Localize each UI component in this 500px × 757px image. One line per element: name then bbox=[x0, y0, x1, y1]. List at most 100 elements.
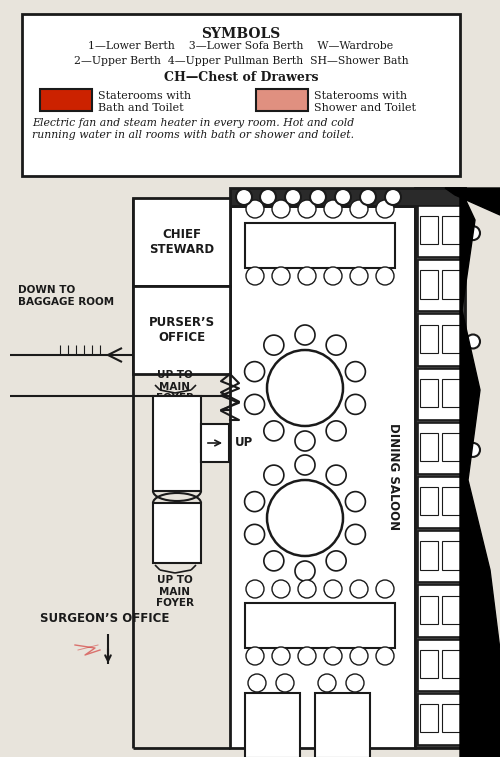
Bar bbox=[442, 217, 460, 245]
Bar bbox=[418, 640, 462, 691]
Bar bbox=[230, 188, 465, 206]
Bar bbox=[245, 603, 395, 648]
Circle shape bbox=[310, 189, 326, 205]
Circle shape bbox=[298, 647, 316, 665]
Bar bbox=[442, 488, 460, 516]
Circle shape bbox=[298, 267, 316, 285]
Circle shape bbox=[272, 647, 290, 665]
Bar bbox=[442, 433, 460, 461]
Circle shape bbox=[298, 200, 316, 218]
Circle shape bbox=[466, 335, 480, 348]
Circle shape bbox=[264, 551, 284, 571]
Circle shape bbox=[376, 200, 394, 218]
Text: UP TO
MAIN
FOYER: UP TO MAIN FOYER bbox=[156, 575, 194, 608]
Bar bbox=[230, 206, 415, 748]
Circle shape bbox=[324, 267, 342, 285]
Text: CHIEF
STEWARD: CHIEF STEWARD bbox=[149, 228, 214, 256]
Circle shape bbox=[267, 480, 343, 556]
Text: Electric fan and steam heater in every room. Hot and cold
running water in all r: Electric fan and steam heater in every r… bbox=[32, 118, 354, 139]
Circle shape bbox=[346, 491, 366, 512]
Bar bbox=[420, 378, 438, 407]
Circle shape bbox=[466, 659, 480, 674]
Bar bbox=[442, 378, 460, 407]
Polygon shape bbox=[445, 188, 500, 215]
Bar bbox=[418, 531, 462, 582]
Circle shape bbox=[264, 465, 284, 485]
Circle shape bbox=[272, 267, 290, 285]
Bar bbox=[420, 541, 438, 569]
Circle shape bbox=[248, 674, 266, 692]
Circle shape bbox=[350, 200, 368, 218]
Circle shape bbox=[346, 362, 366, 382]
Circle shape bbox=[244, 362, 264, 382]
Bar bbox=[256, 89, 308, 111]
Circle shape bbox=[376, 647, 394, 665]
Circle shape bbox=[260, 189, 276, 205]
Bar bbox=[245, 693, 300, 757]
Circle shape bbox=[376, 580, 394, 598]
Circle shape bbox=[246, 200, 264, 218]
Bar bbox=[40, 89, 92, 111]
Circle shape bbox=[324, 200, 342, 218]
Bar bbox=[418, 369, 462, 420]
Circle shape bbox=[246, 580, 264, 598]
Bar bbox=[133, 286, 230, 374]
Text: DOWN TO
BAGGAGE ROOM: DOWN TO BAGGAGE ROOM bbox=[18, 285, 114, 307]
Bar bbox=[418, 694, 462, 745]
Bar bbox=[442, 541, 460, 569]
Circle shape bbox=[236, 189, 252, 205]
Circle shape bbox=[276, 674, 294, 692]
Circle shape bbox=[360, 189, 376, 205]
Circle shape bbox=[324, 580, 342, 598]
Polygon shape bbox=[460, 188, 500, 757]
Circle shape bbox=[244, 491, 264, 512]
Circle shape bbox=[324, 647, 342, 665]
Circle shape bbox=[246, 267, 264, 285]
Circle shape bbox=[350, 580, 368, 598]
Text: Staterooms with
Bath and Toilet: Staterooms with Bath and Toilet bbox=[98, 91, 191, 113]
Circle shape bbox=[346, 394, 366, 414]
Circle shape bbox=[318, 674, 336, 692]
Circle shape bbox=[326, 465, 346, 485]
Circle shape bbox=[264, 335, 284, 355]
Circle shape bbox=[295, 561, 315, 581]
Bar bbox=[153, 503, 201, 563]
Bar bbox=[442, 596, 460, 624]
Bar bbox=[420, 488, 438, 516]
Circle shape bbox=[295, 455, 315, 475]
Bar bbox=[418, 206, 462, 257]
Circle shape bbox=[298, 580, 316, 598]
Text: UP: UP bbox=[235, 437, 254, 450]
Circle shape bbox=[326, 551, 346, 571]
Bar bbox=[420, 704, 438, 732]
Text: 2—Upper Berth  4—Upper Pullman Berth  SH—Shower Bath: 2—Upper Berth 4—Upper Pullman Berth SH—S… bbox=[74, 56, 408, 66]
Bar bbox=[201, 424, 229, 462]
Bar bbox=[415, 188, 465, 748]
Text: PURSER’S
OFFICE: PURSER’S OFFICE bbox=[148, 316, 214, 344]
Bar bbox=[442, 650, 460, 678]
Bar bbox=[442, 704, 460, 732]
Circle shape bbox=[295, 431, 315, 451]
Circle shape bbox=[466, 551, 480, 565]
Bar bbox=[418, 260, 462, 311]
Circle shape bbox=[346, 674, 364, 692]
Circle shape bbox=[466, 226, 480, 240]
Circle shape bbox=[326, 335, 346, 355]
Bar bbox=[153, 396, 201, 491]
Bar bbox=[442, 270, 460, 298]
Bar bbox=[442, 325, 460, 353]
Circle shape bbox=[295, 325, 315, 345]
Circle shape bbox=[267, 350, 343, 426]
Bar bbox=[418, 314, 462, 366]
Circle shape bbox=[346, 525, 366, 544]
Text: Staterooms with
Shower and Toilet: Staterooms with Shower and Toilet bbox=[314, 91, 416, 113]
Bar bbox=[420, 596, 438, 624]
Bar bbox=[420, 270, 438, 298]
Bar bbox=[245, 223, 395, 268]
Circle shape bbox=[376, 267, 394, 285]
Circle shape bbox=[246, 647, 264, 665]
Bar bbox=[133, 198, 230, 286]
Circle shape bbox=[350, 647, 368, 665]
Circle shape bbox=[272, 200, 290, 218]
Circle shape bbox=[264, 421, 284, 441]
